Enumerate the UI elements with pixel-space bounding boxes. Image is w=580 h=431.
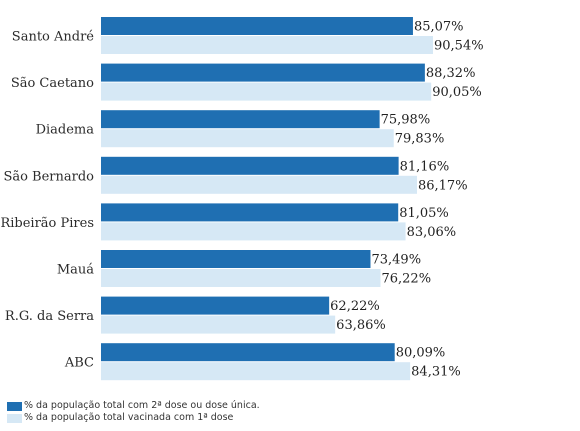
category-label-ribeirao-pires: Ribeirão Pires: [0, 216, 94, 231]
value-label-second-dose-sao-caetano: 88,32%: [426, 66, 476, 81]
legend-label-first-dose: % da população total vacinada com 1ª dos…: [24, 412, 234, 423]
value-label-first-dose-sao-caetano: 90,05%: [432, 85, 482, 100]
value-label-first-dose-ribeirao-pires: 83,06%: [407, 225, 457, 240]
category-label-sao-caetano: São Caetano: [11, 76, 94, 91]
bar-second-dose-ribeirao-pires: [101, 203, 399, 222]
category-label-sao-bernardo: São Bernardo: [3, 169, 94, 184]
bar-first-dose-sao-bernardo: [101, 175, 417, 194]
legend-swatch-first-dose: [7, 413, 22, 423]
bar-first-dose-ribeirao-pires: [101, 222, 406, 241]
value-label-second-dose-abc: 80,09%: [396, 346, 446, 361]
value-label-first-dose-sao-bernardo: 86,17%: [418, 178, 468, 193]
bar-first-dose-r-g-da-serra: [101, 315, 336, 334]
bar-first-dose-maua: [101, 269, 381, 287]
bar-first-dose-sao-caetano: [101, 82, 432, 101]
legend-item-second-dose: % da população total com 2ª dose ou dose…: [7, 400, 260, 412]
bar-first-dose-abc: [101, 362, 411, 381]
legend: % da população total com 2ª dose ou dose…: [7, 400, 260, 424]
value-label-second-dose-sao-bernardo: 81,16%: [400, 159, 450, 174]
value-label-second-dose-diadema: 75,98%: [381, 113, 431, 128]
value-label-first-dose-diadema: 79,83%: [395, 132, 445, 147]
value-label-second-dose-maua: 73,49%: [371, 253, 421, 268]
legend-item-first-dose: % da população total vacinada com 1ª dos…: [7, 412, 260, 424]
category-label-santo-andre: Santo André: [12, 30, 95, 45]
category-label-abc: ABC: [64, 356, 94, 371]
category-label-maua: Mauá: [57, 263, 94, 278]
bar-second-dose-santo-andre: [101, 17, 413, 35]
bar-second-dose-sao-caetano: [101, 63, 425, 82]
value-label-first-dose-santo-andre: 90,54%: [434, 39, 484, 54]
bar-second-dose-maua: [101, 250, 371, 268]
bar-first-dose-diadema: [101, 129, 394, 148]
bar-second-dose-abc: [101, 343, 395, 362]
bar-second-dose-diadema: [101, 110, 380, 129]
legend-label-second-dose: % da população total com 2ª dose ou dose…: [24, 400, 260, 411]
value-label-first-dose-abc: 84,31%: [411, 365, 461, 380]
value-label-first-dose-r-g-da-serra: 63,86%: [336, 318, 386, 333]
category-label-diadema: Diadema: [36, 123, 95, 138]
legend-swatch-second-dose: [7, 401, 22, 411]
value-label-second-dose-ribeirao-pires: 81,05%: [399, 206, 449, 221]
value-label-second-dose-santo-andre: 85,07%: [414, 20, 464, 35]
value-label-second-dose-r-g-da-serra: 62,22%: [330, 299, 380, 314]
bar-second-dose-r-g-da-serra: [101, 296, 330, 315]
value-label-first-dose-maua: 76,22%: [381, 272, 431, 287]
bar-second-dose-sao-bernardo: [101, 156, 399, 175]
category-label-r-g-da-serra: R.G. da Serra: [5, 309, 94, 324]
bar-first-dose-santo-andre: [101, 36, 434, 54]
